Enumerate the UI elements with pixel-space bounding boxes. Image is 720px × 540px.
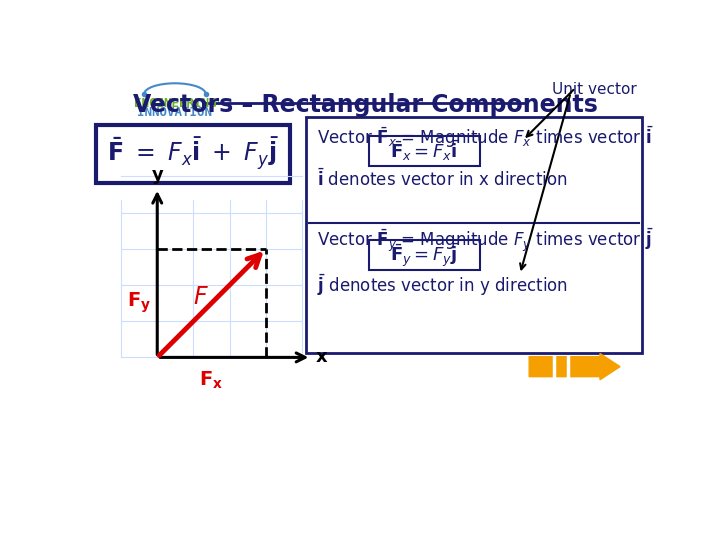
Text: $\mathit{F}$: $\mathit{F}$ [193,285,209,309]
FancyBboxPatch shape [369,240,480,271]
Text: $\bar{\mathbf{i}}$ denotes vector in x direction: $\bar{\mathbf{i}}$ denotes vector in x d… [317,168,567,190]
Text: INNOVATION: INNOVATION [138,106,212,119]
Text: Vector $\bar{\mathbf{F}}_x$ = Magnitude $F_x$ times vector $\bar{\mathbf{i}}$: Vector $\bar{\mathbf{F}}_x$ = Magnitude … [317,125,653,150]
Text: $\mathbf{F_x}$: $\mathbf{F_x}$ [199,370,224,391]
Text: Unit vector: Unit vector [552,82,637,97]
Text: Vector $\bar{\mathbf{F}}_y$ = Magnitude $F_y$ times vector $\bar{\mathbf{j}}$: Vector $\bar{\mathbf{F}}_y$ = Magnitude … [317,226,653,254]
Text: y: y [151,166,163,184]
FancyArrow shape [529,354,620,380]
FancyBboxPatch shape [306,117,642,353]
Text: ENGINEERING: ENGINEERING [134,97,216,110]
Text: $\mathbf{F_y}$: $\mathbf{F_y}$ [127,291,151,315]
Text: $\bar{\mathbf{j}}$ denotes vector in y direction: $\bar{\mathbf{j}}$ denotes vector in y d… [317,273,568,298]
Text: Vectors – Rectangular Components: Vectors – Rectangular Components [132,92,598,117]
Text: $\mathbf{\bar{F}}\ =\ F_x\bar{\mathbf{i}}\ +\ F_y\bar{\mathbf{j}}$: $\mathbf{\bar{F}}\ =\ F_x\bar{\mathbf{i}… [107,136,279,172]
Text: $\bar{\mathbf{F}}_y = F_y\bar{\mathbf{j}}$: $\bar{\mathbf{F}}_y = F_y\bar{\mathbf{j}… [390,241,459,269]
FancyBboxPatch shape [369,136,480,166]
FancyBboxPatch shape [96,125,290,184]
Text: $\bar{\mathbf{F}}_x = F_x\bar{\mathbf{i}}$: $\bar{\mathbf{F}}_x = F_x\bar{\mathbf{i}… [390,139,459,163]
Text: x: x [316,348,328,367]
